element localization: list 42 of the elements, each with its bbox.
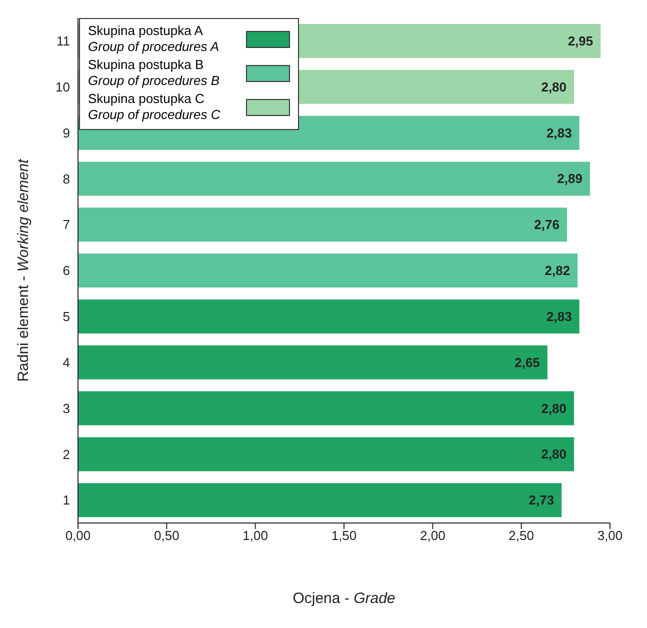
bar xyxy=(78,436,576,472)
data-label: 2,83 xyxy=(546,308,572,324)
x-axis-title: Ocjena - Grade xyxy=(292,590,396,607)
y-tick-label: 1 xyxy=(62,492,70,508)
y-tick-label: 8 xyxy=(62,171,70,186)
bar xyxy=(78,298,580,334)
legend-label: Skupina postupka A Group of procedures A xyxy=(88,23,220,55)
data-label: 2,80 xyxy=(541,446,567,462)
y-tick-label: 7 xyxy=(62,217,70,232)
y-tick-label: 9 xyxy=(62,125,70,140)
x-tick-label: 2,00 xyxy=(420,528,446,544)
x-tick-label: 3,00 xyxy=(597,528,623,544)
data-label: 2,95 xyxy=(568,34,594,49)
y-axis-title: Radni element - Working element xyxy=(15,158,32,382)
legend-label: Skupina postupka C Group of procedures C xyxy=(88,91,222,123)
bar xyxy=(78,252,579,289)
y-tick-label: 5 xyxy=(62,309,70,324)
y-tick-label: 6 xyxy=(62,263,70,278)
y-tick-label: 4 xyxy=(62,354,70,370)
data-label: 2,80 xyxy=(541,400,567,416)
x-tick-label: 1,00 xyxy=(242,528,268,544)
data-label: 2,83 xyxy=(546,125,572,140)
y-tick-label: 10 xyxy=(56,79,70,94)
data-label: 2,73 xyxy=(528,492,554,508)
legend-label: Skupina postupka B Group of procedures B xyxy=(88,57,221,89)
bar xyxy=(78,390,576,426)
data-label: 2,76 xyxy=(534,217,560,232)
x-tick-label: 0,50 xyxy=(154,528,180,544)
bar xyxy=(78,482,563,518)
x-tick-label: 1,50 xyxy=(331,528,357,544)
bar xyxy=(78,160,591,197)
data-label: 2,65 xyxy=(514,354,540,370)
x-tick-label: 0,00 xyxy=(65,528,91,544)
y-tick-label: 3 xyxy=(62,400,70,416)
bar xyxy=(78,206,568,243)
x-tick-label: 2,50 xyxy=(508,528,534,544)
bar xyxy=(78,344,548,380)
y-tick-label: 11 xyxy=(56,34,70,49)
data-label: 2,80 xyxy=(541,79,567,94)
y-tick-label: 2 xyxy=(62,446,70,462)
data-label: 2,82 xyxy=(544,263,570,278)
data-label: 2,89 xyxy=(557,171,582,186)
